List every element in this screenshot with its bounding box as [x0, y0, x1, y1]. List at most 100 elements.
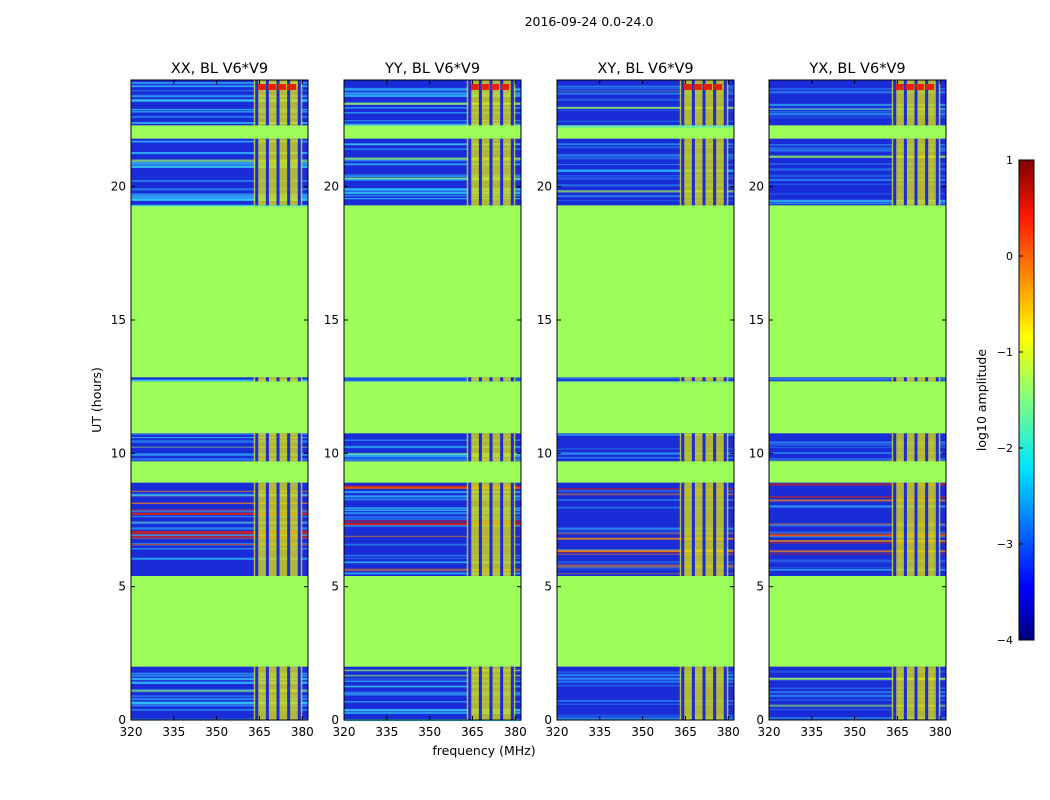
rfi-stripe — [557, 380, 734, 383]
rfi-gap-column — [478, 80, 482, 126]
x-tick-label: 335 — [588, 725, 611, 739]
rfi-stripe — [557, 90, 734, 92]
rfi-stripe — [769, 523, 946, 525]
rfi-stripe — [344, 674, 521, 677]
rfi-gap-column — [903, 80, 907, 126]
rfi-gap-column — [468, 433, 472, 462]
rfi-stripe — [557, 146, 734, 149]
x-tick-label: 320 — [333, 725, 356, 739]
rfi-gap-column — [287, 80, 291, 126]
rfi-stripe — [557, 568, 734, 570]
rfi-stripe — [131, 535, 308, 538]
rfi-stripe — [131, 165, 308, 168]
rfi-stripe — [131, 195, 308, 198]
rfi-stripe — [131, 188, 308, 191]
rfi-stripe — [344, 516, 521, 518]
rfi-stripe — [769, 460, 946, 463]
rfi-stripe — [769, 505, 946, 508]
rfi-hotspot — [916, 84, 925, 90]
rfi-stripe — [131, 161, 308, 164]
y-tick-label: 15 — [749, 313, 764, 327]
rfi-hotspot — [501, 84, 510, 90]
rfi-stripe — [557, 98, 734, 101]
y-tick-label: 5 — [544, 580, 552, 594]
colorbar-tick-label: 0 — [1006, 250, 1013, 263]
rfi-stripe — [557, 493, 734, 496]
rfi-stripe — [344, 507, 521, 509]
rfi-gap-column — [265, 138, 269, 206]
rfi-hotspot — [905, 84, 914, 90]
rfi-stripe — [344, 189, 521, 191]
rfi-stripe — [131, 675, 308, 677]
rfi-stripe — [557, 88, 734, 90]
rfi-stripe — [769, 103, 946, 106]
rfi-stripe — [344, 455, 521, 458]
rfi-stripe — [557, 169, 734, 172]
rfi-stripe — [344, 454, 521, 456]
rfi-stripe — [557, 703, 734, 705]
rfi-stripe — [769, 199, 946, 202]
y-tick-label: 20 — [111, 180, 126, 194]
y-tick-label: 10 — [324, 446, 339, 460]
y-tick-label: 15 — [324, 313, 339, 327]
panel-3: XY, BL V6*V9 320 335 350 365 380 0 5 10 15 20 — [537, 61, 740, 739]
rfi-stripe — [344, 498, 521, 501]
rfi-gap-column — [893, 377, 897, 382]
rfi-stripe — [769, 569, 946, 571]
panel-title: YY, BL V6*V9 — [384, 61, 480, 77]
rfi-gap-column — [914, 138, 918, 206]
rfi-gap-column — [723, 138, 727, 206]
rfi-stripe — [131, 458, 308, 461]
rfi-stripe — [769, 446, 946, 448]
x-tick-label: 350 — [418, 725, 441, 739]
rfi-gap-column — [489, 666, 493, 720]
y-tick-label: 20 — [749, 180, 764, 194]
x-tick-label: 365 — [886, 725, 909, 739]
rfi-stripe — [769, 200, 946, 203]
rfi-stripe — [344, 458, 521, 461]
rfi-stripe — [557, 716, 734, 719]
colorbar-tick-label: −2 — [997, 442, 1013, 455]
rfi-stripe — [557, 564, 734, 567]
rfi-stripe — [344, 491, 521, 494]
rfi-stripe — [769, 560, 946, 563]
x-tick-label: 380 — [717, 725, 740, 739]
data-block — [131, 377, 308, 382]
rfi-stripe — [769, 91, 946, 94]
rfi-stripe — [344, 124, 521, 128]
rfi-stripe — [769, 108, 946, 110]
rfi-stripe — [131, 453, 308, 457]
rfi-gap-column — [935, 377, 939, 382]
rfi-stripe — [344, 192, 521, 195]
rfi-stripe — [131, 81, 308, 85]
rfi-stripe — [769, 202, 946, 205]
rfi-stripe — [131, 547, 308, 550]
rfi-stripe — [344, 685, 521, 688]
x-tick-label: 335 — [375, 725, 398, 739]
rfi-stripe — [344, 561, 521, 564]
colorbar-gradient — [1018, 159, 1035, 641]
rfi-stripe — [131, 704, 308, 707]
rfi-stripe — [769, 174, 946, 176]
x-tick-label: 365 — [248, 725, 271, 739]
rfi-stripe — [557, 452, 734, 455]
rfi-stripe — [769, 691, 946, 694]
rfi-stripe — [344, 112, 521, 114]
rfi-stripe — [131, 534, 308, 537]
rfi-stripe — [769, 499, 946, 502]
rfi-stripe — [344, 102, 521, 105]
rfi-gap-column — [500, 666, 504, 720]
rfi-gap-column — [297, 80, 301, 126]
rfi-stripe — [769, 568, 946, 571]
rfi-stripe — [344, 88, 521, 92]
rfi-stripe — [344, 495, 521, 498]
rfi-stripe — [557, 143, 734, 145]
rfi-stripe — [769, 116, 946, 119]
rfi-stripe — [131, 440, 308, 443]
panel-title: YX, BL V6*V9 — [808, 61, 905, 77]
x-tick-label: 380 — [929, 725, 952, 739]
rfi-gap-column — [935, 138, 939, 206]
rfi-gap-column — [723, 377, 727, 382]
colorbar-tick-label: −3 — [997, 538, 1013, 551]
